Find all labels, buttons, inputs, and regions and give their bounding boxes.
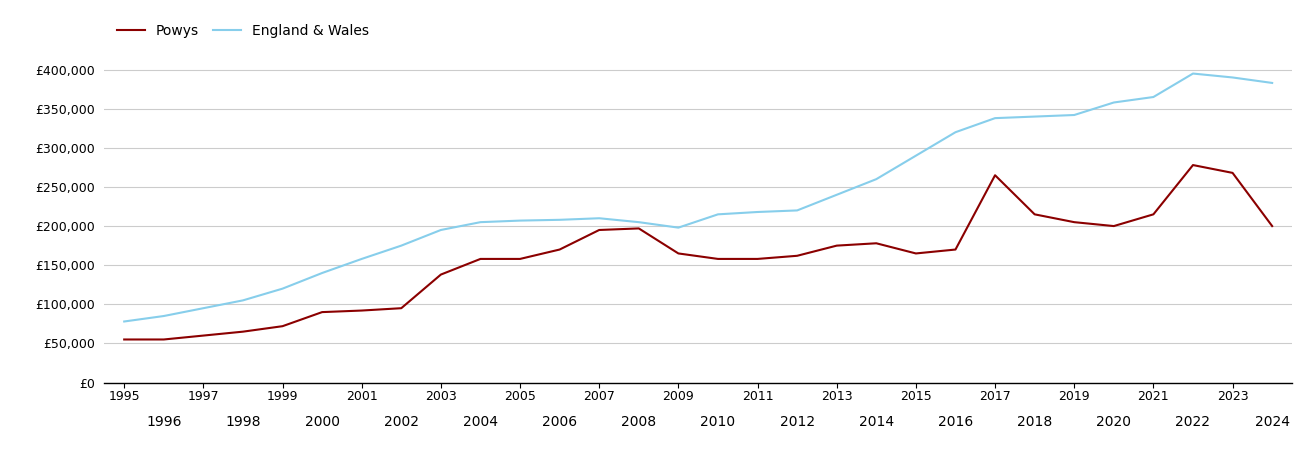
England & Wales (512, 218, 527, 223)
Powys (790, 253, 805, 258)
Powys (235, 329, 251, 334)
Powys (671, 251, 686, 256)
England & Wales (790, 208, 805, 213)
England & Wales (1066, 112, 1082, 118)
Powys (947, 247, 963, 252)
England & Wales (1265, 80, 1280, 86)
England & Wales (235, 298, 251, 303)
England & Wales (472, 220, 488, 225)
Powys (512, 256, 527, 261)
England & Wales (591, 216, 607, 221)
Powys (275, 324, 291, 329)
Powys (591, 227, 607, 233)
Powys (710, 256, 726, 261)
England & Wales (1224, 75, 1240, 80)
Powys (472, 256, 488, 261)
England & Wales (1185, 71, 1201, 76)
England & Wales (671, 225, 686, 230)
Powys (1185, 162, 1201, 168)
Line: England & Wales: England & Wales (124, 73, 1272, 321)
Powys (315, 310, 330, 315)
England & Wales (315, 270, 330, 276)
England & Wales (1027, 114, 1043, 119)
England & Wales (275, 286, 291, 291)
England & Wales (749, 209, 765, 215)
Legend: Powys, England & Wales: Powys, England & Wales (111, 18, 375, 43)
Powys (632, 226, 647, 231)
Powys (1146, 212, 1161, 217)
Powys (354, 308, 369, 313)
Powys (196, 333, 211, 338)
England & Wales (354, 256, 369, 261)
England & Wales (1105, 100, 1121, 105)
Powys (908, 251, 924, 256)
Powys (1027, 212, 1043, 217)
England & Wales (155, 313, 171, 319)
Powys (433, 272, 449, 277)
Powys (116, 337, 132, 342)
England & Wales (947, 130, 963, 135)
England & Wales (196, 306, 211, 311)
England & Wales (710, 212, 726, 217)
Powys (829, 243, 844, 248)
Powys (988, 172, 1004, 178)
England & Wales (829, 192, 844, 198)
Powys (1224, 170, 1240, 176)
Line: Powys: Powys (124, 165, 1272, 339)
Powys (393, 306, 408, 311)
Powys (1105, 223, 1121, 229)
England & Wales (393, 243, 408, 248)
England & Wales (908, 153, 924, 158)
Powys (552, 247, 568, 252)
Powys (1265, 223, 1280, 229)
England & Wales (433, 227, 449, 233)
England & Wales (988, 116, 1004, 121)
England & Wales (632, 220, 647, 225)
England & Wales (1146, 94, 1161, 100)
Powys (749, 256, 765, 261)
England & Wales (552, 217, 568, 222)
Powys (1066, 220, 1082, 225)
England & Wales (868, 176, 883, 182)
Powys (155, 337, 171, 342)
Powys (868, 241, 883, 246)
England & Wales (116, 319, 132, 324)
